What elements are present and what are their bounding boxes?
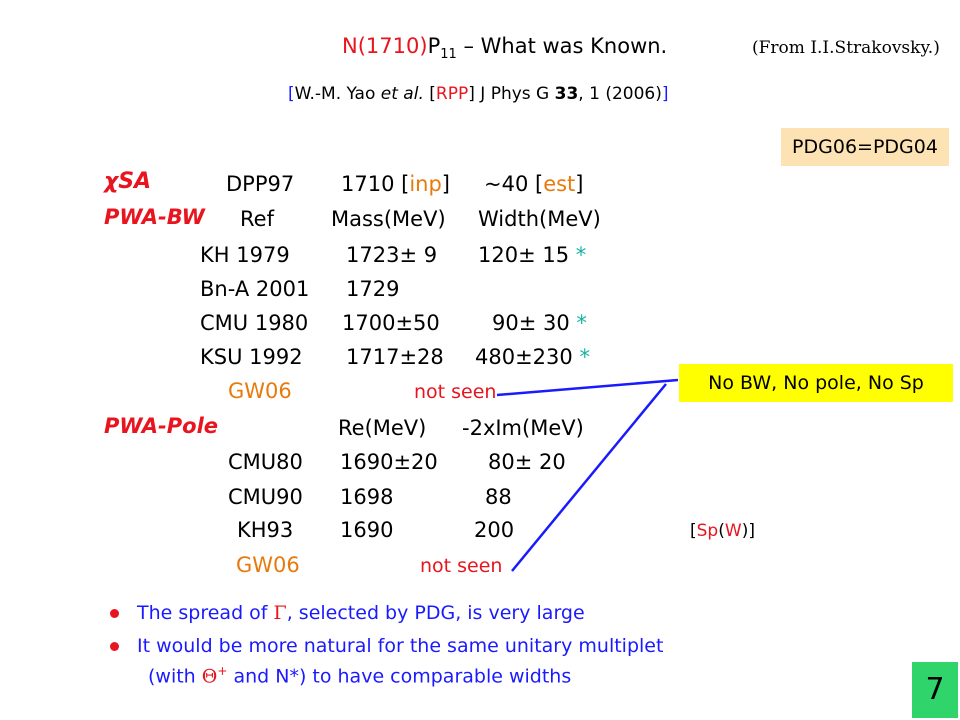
pole-row-re: 1698 bbox=[340, 485, 394, 509]
pole-row-im: 80± 20 bbox=[488, 450, 566, 474]
chi-sa-label: χSA bbox=[104, 169, 152, 194]
bullet-dot-icon bbox=[110, 642, 119, 651]
bullet-1-post: , selected by PDG, is very large bbox=[286, 602, 585, 624]
pole-row-ref: CMU90 bbox=[228, 485, 303, 509]
pwa-bw-header-ref: Ref bbox=[240, 207, 274, 231]
theta-sup: + bbox=[217, 664, 228, 678]
bw-row-star: * bbox=[579, 345, 590, 369]
bw-row-star: * bbox=[575, 243, 587, 267]
bw-row-ref: KSU 1992 bbox=[200, 345, 303, 369]
pole-row-re: 1690 bbox=[340, 518, 394, 542]
bw-row-width: 480±230 * bbox=[475, 345, 590, 369]
bw-row-width: 90± 30 * bbox=[492, 311, 587, 335]
pole-row-im: 200 bbox=[474, 518, 515, 542]
ref-open: [ bbox=[288, 84, 295, 104]
bullet-dot-icon bbox=[110, 609, 119, 618]
bullet-2-pre: (with bbox=[148, 665, 202, 688]
bw-row-ref: Bn-A 2001 bbox=[200, 277, 310, 301]
pwa-pole-header-im: -2xIm(MeV) bbox=[462, 416, 584, 440]
gamma-symbol: Γ bbox=[273, 602, 287, 624]
sp-w: W bbox=[724, 521, 742, 541]
chi-sa-mass-value: 1710 [ bbox=[341, 172, 410, 196]
bw-row-width: 120± 15 * bbox=[478, 243, 586, 267]
no-bw-badge: No BW, No pole, No Sp bbox=[679, 364, 953, 402]
bw-row-ref: KH 1979 bbox=[200, 243, 290, 267]
ref-b2: ] J Phys G bbox=[468, 84, 555, 104]
bw-row-mass: 1723± 9 bbox=[346, 243, 438, 267]
title-n: N bbox=[342, 34, 358, 58]
bullet-multiplet: It would be more natural for the same un… bbox=[110, 635, 663, 657]
chi-sa-width: ~40 [est] bbox=[484, 172, 584, 196]
ref-rpp: RPP bbox=[435, 84, 469, 104]
chi-sa-mass-end: ] bbox=[441, 172, 450, 196]
bw-row-width-value: 480±230 bbox=[475, 345, 573, 369]
pwa-bw-label: PWA-BW bbox=[104, 205, 205, 229]
bw-gw06-ref: GW06 bbox=[228, 379, 292, 403]
bw-row-ref: CMU 1980 bbox=[200, 311, 309, 335]
chi-sa-width-tag: est bbox=[543, 172, 576, 196]
ref-volume: 33 bbox=[554, 84, 579, 104]
chi-sa-width-end: ] bbox=[575, 172, 584, 196]
slide-title: N(1710)P11 – What was Known. bbox=[342, 34, 667, 62]
bw-row-width-value: 120± 15 bbox=[478, 243, 570, 267]
arrow-to-bw-gw06 bbox=[496, 378, 679, 397]
reference-line: [W.-M. Yao et al. [RPP] J Phys G 33, 1 (… bbox=[288, 84, 669, 104]
bw-row-star: * bbox=[576, 311, 587, 335]
bullet-2-rest: and N*) to have comparable widths bbox=[227, 665, 572, 688]
bullet-2-line1: It would be more natural for the same un… bbox=[137, 635, 664, 657]
pwa-pole-label: PWA-Pole bbox=[104, 414, 219, 438]
pole-row-re: 1690±20 bbox=[340, 450, 438, 474]
pole-row-ref: KH93 bbox=[237, 518, 294, 542]
sp-label: Sp bbox=[696, 521, 719, 541]
pole-gw06-note: not seen bbox=[420, 555, 503, 577]
bw-row-width-value: 90± 30 bbox=[492, 311, 570, 335]
title-rest: – What was Known. bbox=[456, 34, 668, 58]
bw-row-mass: 1700±50 bbox=[342, 311, 440, 335]
bw-row-mass: 1729 bbox=[346, 277, 400, 301]
title-p: P bbox=[427, 34, 441, 58]
sp-paren: ( bbox=[718, 521, 725, 541]
bullet-1-pre: The spread of bbox=[137, 602, 274, 624]
bullet-multiplet-cont: (with Θ+ and N*) to have comparable widt… bbox=[148, 664, 571, 687]
sp-open: [ bbox=[690, 521, 697, 541]
pole-row-ref: CMU80 bbox=[228, 450, 303, 474]
bw-gw06-note: not seen bbox=[414, 381, 497, 403]
chi-sa-width-value: ~40 [ bbox=[484, 172, 544, 196]
ref-authors: W.-M. Yao bbox=[294, 84, 381, 104]
pwa-bw-header-mass: Mass(MeV) bbox=[331, 207, 446, 231]
title-sub: 11 bbox=[440, 47, 457, 63]
ref-etal: et al. bbox=[380, 84, 424, 104]
ref-b1: [ bbox=[423, 84, 436, 104]
bw-row-mass: 1717±28 bbox=[346, 345, 444, 369]
pwa-bw-header-width: Width(MeV) bbox=[478, 207, 601, 231]
chi-sa-mass: 1710 [inp] bbox=[341, 172, 450, 196]
sp-close: )] bbox=[741, 521, 755, 541]
chi-sa-mass-tag: inp bbox=[409, 172, 442, 196]
pole-row-im: 88 bbox=[485, 485, 512, 509]
pole-gw06-ref: GW06 bbox=[236, 553, 300, 577]
source-note: (From I.I.Strakovsky.) bbox=[752, 38, 940, 58]
page-number: 7 bbox=[912, 662, 958, 718]
title-mass: (1710) bbox=[357, 34, 428, 58]
chi-sa-ref: DPP97 bbox=[226, 172, 295, 196]
theta-symbol: Θ bbox=[201, 665, 218, 688]
arrow-to-pole-gw06 bbox=[511, 383, 667, 572]
sp-w-note: [Sp(W)] bbox=[690, 521, 755, 541]
bullet-spread: The spread of Γ, selected by PDG, is ver… bbox=[110, 602, 585, 624]
pdg-badge: PDG06=PDG04 bbox=[781, 128, 949, 166]
ref-tail: , 1 (2006) bbox=[578, 84, 662, 104]
pwa-pole-header-re: Re(MeV) bbox=[338, 416, 427, 440]
ref-close: ] bbox=[661, 84, 669, 104]
